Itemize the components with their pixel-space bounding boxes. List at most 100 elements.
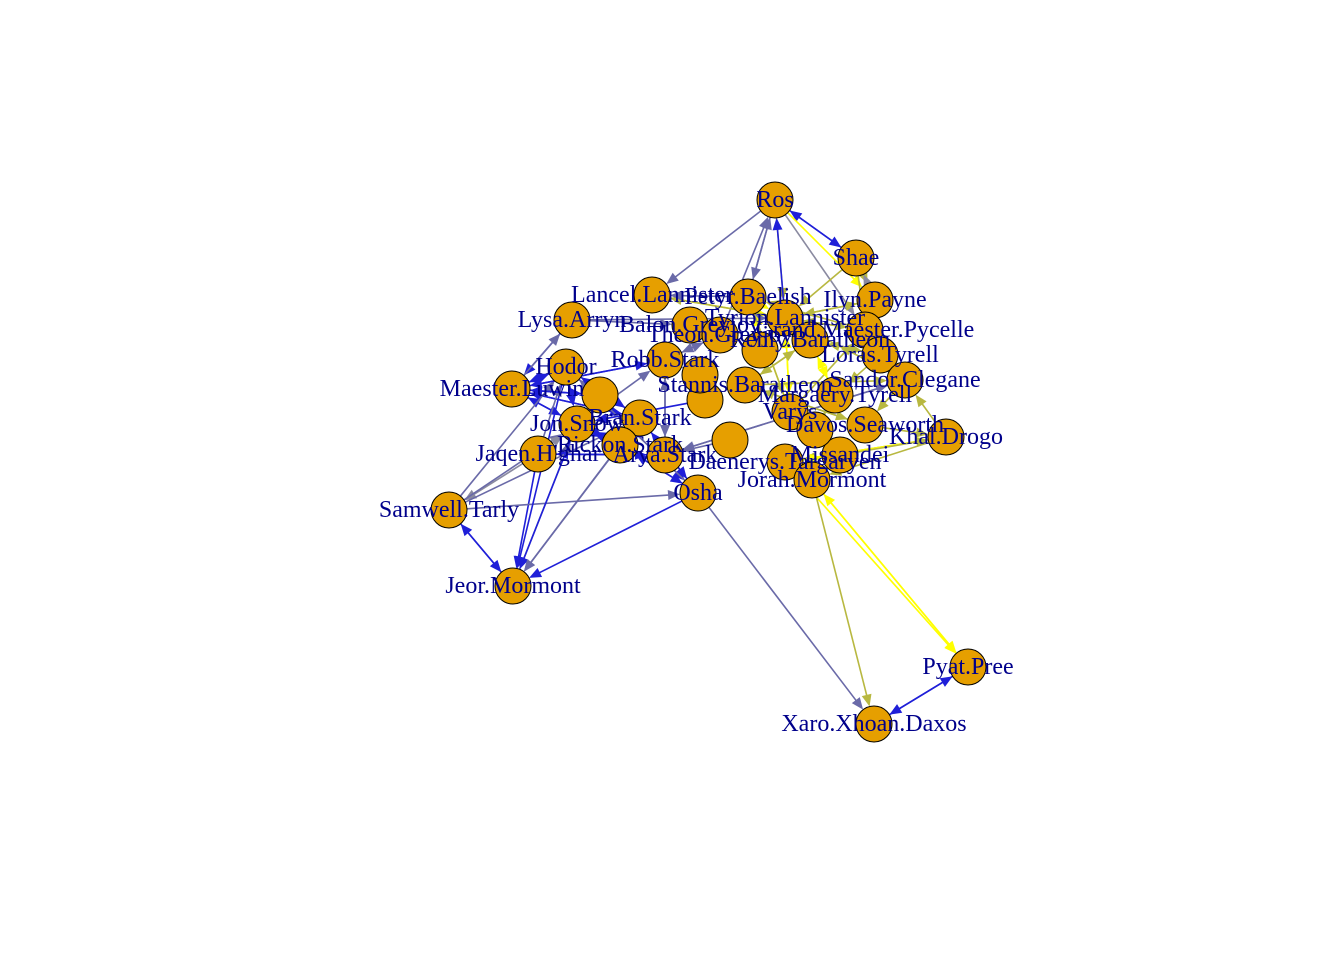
edge-jeor-samwell [460, 523, 503, 573]
node-circle [861, 336, 899, 374]
node-label-jaqen: Jaqen.H'ghar [476, 441, 601, 467]
node-circle [646, 436, 684, 474]
node-circle [681, 356, 719, 394]
node-label-lysa: Lysa.Arryn [518, 307, 627, 333]
node-label-pyat: Pyat.Pree [922, 654, 1013, 680]
node-rickon [601, 426, 639, 464]
node-circle [816, 376, 854, 414]
node-label-theon: Theon.Greyjoy [647, 322, 793, 348]
edge-tyrion-ros [772, 217, 785, 301]
edge-jon-maester [527, 397, 562, 417]
node-circle [949, 648, 987, 686]
edge-tyrion-ilyn [802, 300, 858, 316]
node-sandor [886, 361, 924, 399]
node-n38 [741, 331, 779, 369]
edge-jaqen-hodor [542, 384, 562, 438]
edge-stannis-renly [759, 350, 796, 376]
node-circle [846, 406, 884, 444]
edge-daenerys-pyat [796, 474, 957, 654]
node-samwell [430, 491, 468, 529]
node-label-robb: Robb.Stark [611, 347, 720, 373]
edge-rickon-jeor [523, 458, 610, 572]
node-circle [855, 705, 893, 743]
edge-ros-lancel [666, 210, 762, 284]
node-circle [493, 370, 531, 408]
node-label-ros: Ros [756, 187, 793, 213]
node-label-grand: Grand.Maester.Pycelle [756, 317, 975, 343]
node-shae [837, 239, 875, 277]
node-lysa [553, 301, 591, 339]
edge-samwell-osha [466, 490, 681, 510]
node-circle [927, 418, 965, 456]
node-circle [633, 276, 671, 314]
node-label-petyr: Petyr.Baelish [684, 284, 811, 310]
node-label-bran: Bran.Stark [588, 405, 691, 431]
node-theon [701, 316, 739, 354]
edge-jon-jeor [519, 440, 572, 570]
node-label-hodor: Hodor [535, 354, 596, 380]
node-label-tyrion: Tyrion.Lannister [705, 305, 865, 331]
edge-missandei-khal [857, 437, 929, 453]
node-circle [679, 474, 717, 512]
node-circle [646, 341, 684, 379]
node-hodor [547, 348, 585, 386]
node-label-loras: Loras.Tyrell [821, 342, 939, 368]
node-jon [558, 405, 596, 443]
edge-shae-ros [789, 210, 842, 249]
node-khal [927, 418, 965, 456]
node-circle [726, 366, 764, 404]
node-maester [493, 370, 531, 408]
node-jaqen [519, 435, 557, 473]
node-circle [756, 181, 794, 219]
node-layer: Ros Shae Lancel.LannisterPetyr.BaelishTyri… [379, 181, 1014, 743]
node-petyr [729, 278, 767, 316]
node-label-samwell: Samwell.Tarly [379, 497, 519, 523]
edge-pyat-jorah [823, 493, 958, 654]
node-circle [701, 316, 739, 354]
node-circle [601, 426, 639, 464]
node-label-osha: Osha [673, 480, 723, 506]
node-label-ilyn: Ilyn.Payne [823, 287, 926, 313]
node-jorah [793, 461, 831, 499]
node-circle [837, 239, 875, 277]
edge-petyr-lancel [669, 290, 731, 301]
node-pyat [949, 648, 987, 686]
node-label-jon: Jon.Snow [530, 411, 625, 437]
node-n37 [711, 421, 749, 459]
node-n39 [681, 356, 719, 394]
node-circle [494, 567, 532, 605]
node-label-renly: Renly.Baratheon [730, 327, 890, 353]
node-circle [791, 321, 829, 359]
node-label-daenerys: Daenerys.Targaryen [688, 449, 881, 475]
node-circle [553, 301, 591, 339]
edge-pyat-xaro [889, 675, 954, 715]
node-label-jeor: Jeor.Mormont [445, 573, 581, 599]
node-label-lancel: Lancel.Lannister [571, 282, 733, 308]
node-label-balon: Balon.Greyjoy [619, 312, 761, 338]
edge-osha-jeor [529, 500, 683, 578]
node-label-davos: Davos.Seaworth [786, 412, 944, 438]
edge-loras-margaery [848, 366, 868, 384]
node-label-khal: Khal.Drogo [889, 424, 1003, 450]
node-circle [796, 411, 834, 449]
node-margaery [816, 376, 854, 414]
edge-jaqen-jon [550, 434, 563, 447]
edge-sandor-davos [876, 392, 894, 412]
node-circle [766, 443, 804, 481]
node-missandei [821, 436, 859, 474]
node-n40 [796, 411, 834, 449]
node-circle [519, 435, 557, 473]
node-label-rickon: Rickon.Stark [557, 432, 683, 458]
edge-daenerys-missandei [802, 453, 823, 464]
node-daenerys [766, 443, 804, 481]
node-circle [821, 436, 859, 474]
node-lancel [633, 276, 671, 314]
node-label-xaro: Xaro.Xhoan.Daxos [781, 711, 966, 737]
node-bran [621, 399, 659, 437]
edge-maester-n35 [529, 387, 583, 398]
node-stannis [726, 366, 764, 404]
edge-shae-tyrion [798, 269, 843, 307]
edge-samwell-hodor [459, 380, 555, 497]
node-circle [558, 405, 596, 443]
edge-stannis-sandor [762, 375, 888, 386]
